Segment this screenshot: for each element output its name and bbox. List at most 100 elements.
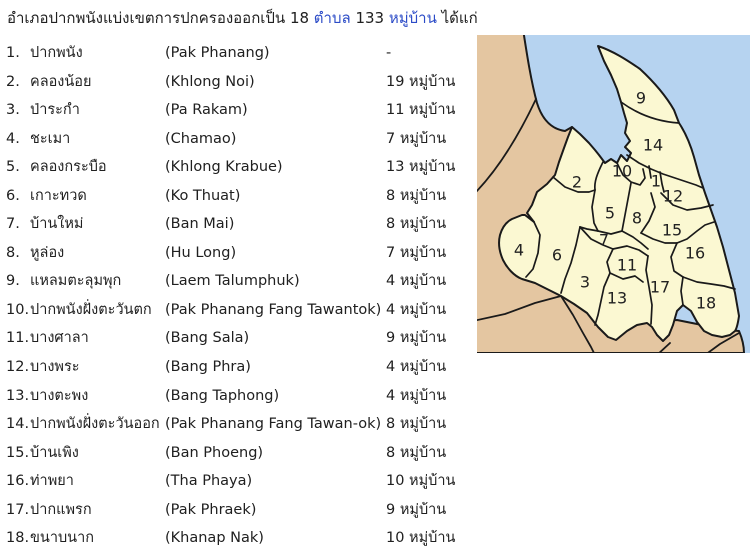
neighbor-district-border bbox=[706, 332, 740, 353]
region-label-8: 8 bbox=[632, 209, 642, 228]
intro-text-middle: 133 bbox=[350, 9, 389, 27]
tambon-border bbox=[560, 226, 581, 294]
district-map[interactable]: 1 2 3 4 5 6 7 8 9 10 11 12 13 14 15 16 17 18 bbox=[477, 35, 750, 353]
village-count: 4 หมู่บ้าน bbox=[386, 273, 447, 290]
tambon-border bbox=[645, 255, 653, 325]
tambon-thai-name: คลองกระบือ bbox=[30, 159, 107, 176]
row-number: 5. bbox=[6, 159, 20, 176]
neighbor-district-border bbox=[477, 295, 562, 322]
tambon-border bbox=[682, 276, 736, 290]
tambon-border bbox=[612, 245, 649, 257]
village-count: 8 หมู่บ้าน bbox=[386, 216, 447, 233]
tambon-thai-name: ปากพนัง bbox=[30, 45, 83, 61]
row-number: 15. bbox=[6, 444, 30, 461]
village-count: 11 หมู่บ้าน bbox=[386, 102, 456, 119]
village-count: 8 หมู่บ้าน bbox=[386, 187, 447, 204]
neighbor-district-border bbox=[477, 98, 537, 193]
region-label-3: 3 bbox=[580, 273, 590, 292]
tambon-thai-name: แหลมตะลุมพุก bbox=[30, 273, 122, 290]
tambon-roman-name: (Chamao) bbox=[165, 130, 237, 147]
row-number: 9. bbox=[6, 273, 20, 290]
village-count: 9 หมู่บ้าน bbox=[386, 501, 447, 518]
list-item: 10. ปากพนังฝั่งตะวันตก (Pak Phanang Fang… bbox=[6, 296, 476, 325]
tambon-roman-name: (Pak Phraek) bbox=[165, 501, 257, 518]
tambon-roman-name: (Bang Taphong) bbox=[165, 387, 280, 404]
tambon-thai-name: บางศาลา bbox=[30, 330, 89, 347]
row-number: 18. bbox=[6, 530, 30, 547]
tambon-roman-name: (Tha Phaya) bbox=[165, 473, 253, 490]
region-label-12: 12 bbox=[663, 187, 683, 206]
list-item: 11. บางศาลา (Bang Sala) 9 หมู่บ้าน bbox=[6, 324, 476, 353]
village-count: 4 หมู่บ้าน bbox=[386, 359, 447, 376]
tambon-border bbox=[591, 189, 599, 232]
row-number: 6. bbox=[6, 187, 20, 204]
tambon-thai-name: บางตะพง bbox=[30, 387, 89, 404]
muban-link[interactable]: หมู่บ้าน bbox=[388, 9, 437, 27]
tambon-thai-name: บางพระ bbox=[30, 359, 80, 376]
tambon-thai-name: ปากแพรก bbox=[30, 501, 92, 518]
tambon-roman-name: (Pak Phanang Fang Tawan-ok) bbox=[165, 416, 382, 433]
tambon-border bbox=[670, 242, 684, 278]
village-count: 8 หมู่บ้าน bbox=[386, 416, 447, 433]
tambon-roman-name: (Khanap Nak) bbox=[165, 530, 264, 547]
tambon-border bbox=[609, 272, 644, 283]
tambon-thai-name: เกาะทวด bbox=[30, 187, 87, 204]
row-number: 8. bbox=[6, 244, 20, 261]
tambon-border bbox=[597, 230, 649, 250]
tambon-roman-name: (Bang Phra) bbox=[165, 359, 251, 376]
village-count: 8 หมู่บ้าน bbox=[386, 444, 447, 461]
list-item: 3. ป่าระกำ (Pa Rakam) 11 หมู่บ้าน bbox=[6, 96, 476, 125]
list-item: 9. แหลมตะลุมพุก (Laem Talumphuk) 4 หมู่บ… bbox=[6, 267, 476, 296]
region-label-7: 7 bbox=[599, 231, 609, 250]
tambon-roman-name: (Pak Phanang Fang Tawantok) bbox=[165, 301, 382, 318]
region-label-2: 2 bbox=[572, 173, 582, 192]
list-item: 13. บางตะพง (Bang Taphong) 4 หมู่บ้าน bbox=[6, 382, 476, 411]
tambon-border bbox=[621, 182, 632, 232]
row-number: 3. bbox=[6, 102, 20, 119]
region-label-6: 6 bbox=[552, 246, 562, 265]
village-count: 10 หมู่บ้าน bbox=[386, 473, 456, 490]
tambon-border bbox=[659, 171, 665, 193]
village-count: - bbox=[386, 45, 392, 61]
tambon-border bbox=[606, 248, 614, 274]
tambon-roman-name: (Pak Phanang) bbox=[165, 45, 270, 61]
tambon-border bbox=[579, 226, 599, 232]
list-item: 8. หูล่อง (Hu Long) 7 หมู่บ้าน bbox=[6, 239, 476, 268]
tambon-border bbox=[616, 162, 646, 186]
neighbor-district-border bbox=[657, 342, 671, 353]
tambon-border bbox=[648, 165, 652, 179]
intro-text-suffix: ได้แก่ bbox=[436, 9, 478, 27]
region-label-18: 18 bbox=[696, 294, 716, 313]
village-count: 4 หมู่บ้าน bbox=[386, 301, 447, 318]
row-number: 12. bbox=[6, 359, 30, 376]
region-label-15: 15 bbox=[662, 221, 682, 240]
tambon-thai-name: บ้านใหม่ bbox=[30, 216, 84, 233]
tambon-roman-name: (Khlong Krabue) bbox=[165, 159, 283, 176]
tambon-roman-name: (Ban Phoeng) bbox=[165, 444, 264, 461]
list-item: 17. ปากแพรก (Pak Phraek) 9 หมู่บ้าน bbox=[6, 496, 476, 525]
tambon-border bbox=[593, 161, 604, 191]
region-label-10: 10 bbox=[612, 162, 632, 181]
tambon-thai-name: คลองน้อย bbox=[30, 73, 92, 90]
region-label-14: 14 bbox=[643, 136, 663, 155]
region-label-1: 1 bbox=[651, 172, 661, 191]
tambon-border bbox=[626, 154, 704, 189]
village-count: 4 หมู่บ้าน bbox=[386, 387, 447, 404]
list-item: 12. บางพระ (Bang Phra) 4 หมู่บ้าน bbox=[6, 353, 476, 382]
list-item: 4. ชะเมา (Chamao) 7 หมู่บ้าน bbox=[6, 125, 476, 154]
tambon-thai-name: หูล่อง bbox=[30, 244, 65, 261]
district-outline bbox=[498, 45, 740, 342]
tambon-link[interactable]: ตำบล bbox=[313, 9, 351, 27]
tambon-roman-name: (Ko Thuat) bbox=[165, 187, 241, 204]
list-item: 15. บ้านเพิง (Ban Phoeng) 8 หมู่บ้าน bbox=[6, 439, 476, 468]
row-number: 7. bbox=[6, 216, 20, 233]
neighbor-district-border bbox=[560, 295, 596, 353]
tambon-border bbox=[640, 192, 656, 234]
list-item: 7. บ้านใหม่ (Ban Mai) 8 หมู่บ้าน bbox=[6, 210, 476, 239]
region-label-17: 17 bbox=[650, 278, 670, 297]
village-count: 7 หมู่บ้าน bbox=[386, 130, 447, 147]
row-number: 13. bbox=[6, 387, 30, 404]
tambon-list: 1. ปากพนัง (Pak Phanang) - 2. คลองน้อย (… bbox=[6, 39, 476, 553]
tambon-border bbox=[680, 276, 684, 306]
